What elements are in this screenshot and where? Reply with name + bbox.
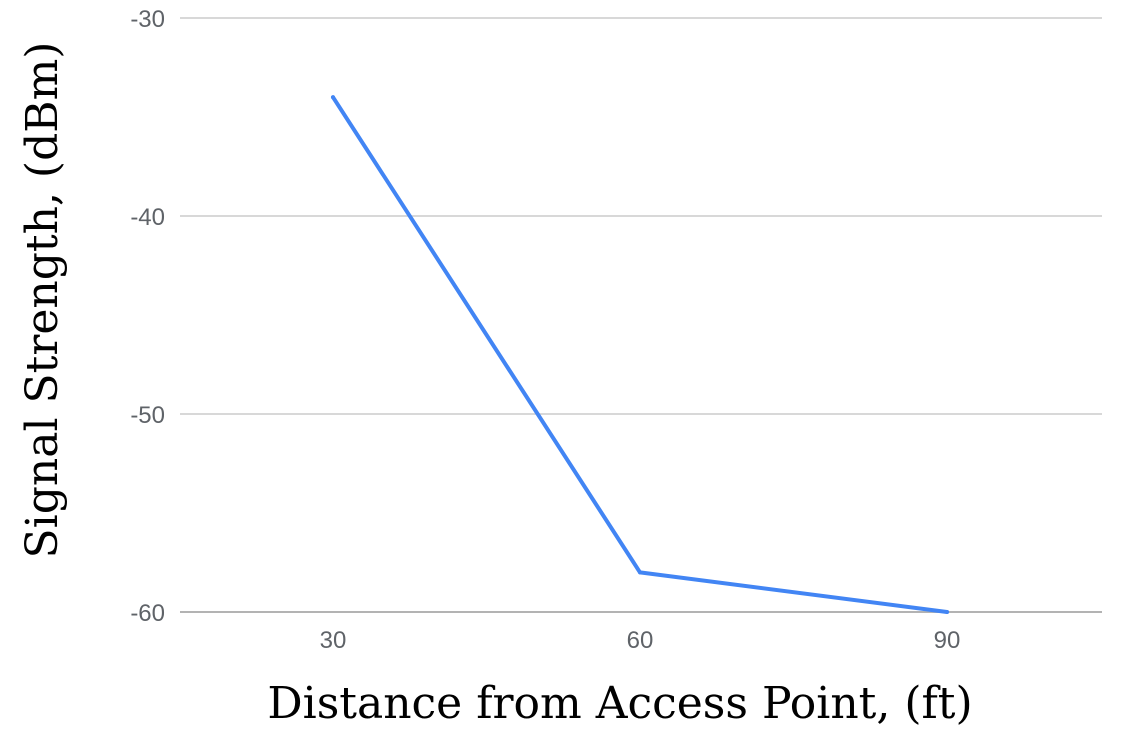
x-tick-label: 90 xyxy=(934,627,961,654)
series-line-0 xyxy=(331,95,949,614)
x-tick-label: 60 xyxy=(627,627,654,654)
data-point xyxy=(945,610,949,614)
series-lines xyxy=(331,95,949,614)
y-tick-label: -40 xyxy=(130,204,165,231)
y-axis-title: Signal Strength, (dBm) xyxy=(17,42,68,559)
data-point xyxy=(638,570,642,575)
x-tick-label: 30 xyxy=(320,627,347,654)
x-axis-ticks: 30 60 90 xyxy=(320,627,961,654)
y-tick-label: -50 xyxy=(130,402,165,429)
y-axis-ticks: -30 -40 -50 -60 xyxy=(130,6,165,627)
data-point xyxy=(331,95,335,100)
gridlines xyxy=(180,17,1102,613)
y-tick-label: -60 xyxy=(130,600,165,627)
y-tick-label: -30 xyxy=(130,6,165,33)
x-axis-title: Distance from Access Point, (ft) xyxy=(267,678,972,729)
